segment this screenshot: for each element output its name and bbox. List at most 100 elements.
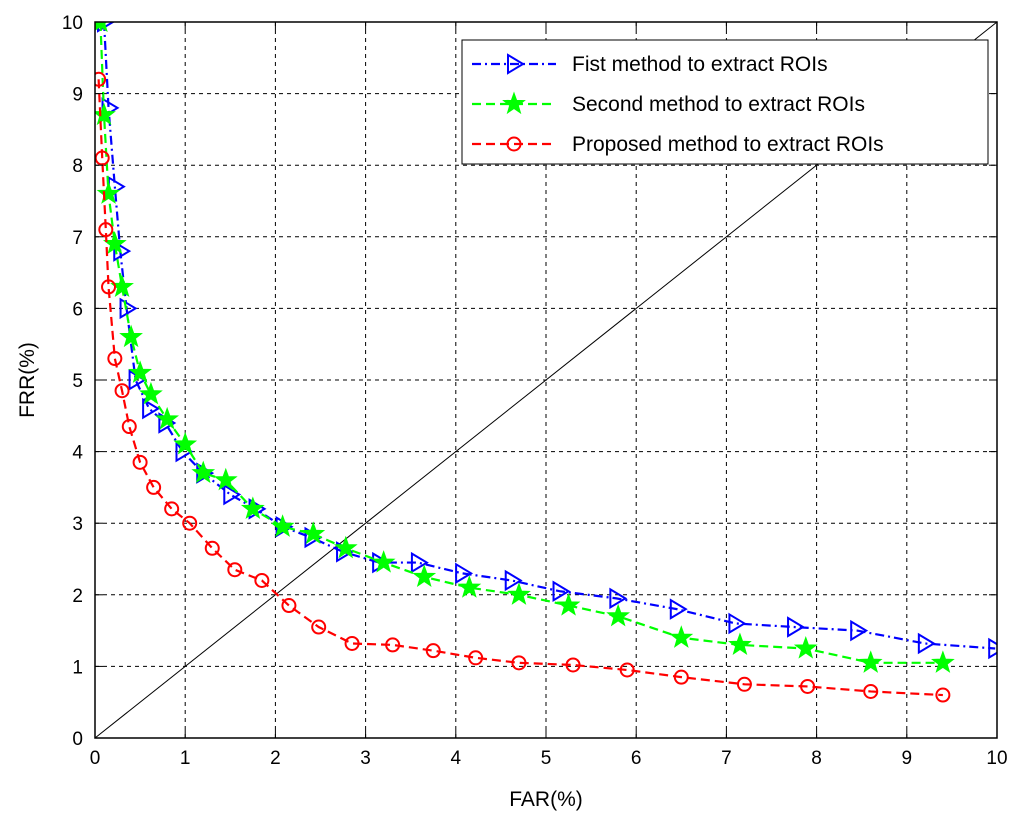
- y-tick-label: 5: [72, 371, 83, 392]
- x-tick-label: 6: [631, 748, 642, 769]
- data-point: [863, 683, 879, 699]
- data-point: [113, 240, 132, 262]
- series-2: [95, 22, 955, 673]
- legend-label: Fist method to extract ROIs: [572, 53, 828, 76]
- data-point: [728, 632, 752, 656]
- y-tick-label: 0: [72, 729, 83, 750]
- legend-entries: Fist method to extract ROIs Second method…: [472, 53, 884, 156]
- data-point: [333, 535, 358, 559]
- data-point: [107, 351, 123, 367]
- data-point: [281, 598, 297, 614]
- data-point: [101, 279, 117, 295]
- legend-marker: [502, 91, 526, 115]
- data-point: [213, 467, 238, 491]
- x-tick-label: 10: [986, 748, 1007, 769]
- legend-label: Proposed method to extract ROIs: [572, 133, 884, 156]
- data-point: [371, 550, 396, 573]
- data-point: [119, 297, 138, 320]
- data-point: [425, 643, 441, 659]
- data-point: [227, 562, 243, 578]
- data-point: [556, 593, 581, 616]
- data-point: [132, 454, 148, 470]
- data-point: [736, 676, 752, 692]
- data-point: [552, 580, 571, 602]
- data-point: [455, 562, 474, 585]
- data-point: [344, 635, 360, 651]
- y-tick-label: 7: [72, 228, 83, 249]
- data-point: [270, 514, 295, 537]
- legend-entry: Fist method to extract ROIs: [472, 53, 828, 76]
- series-line: [99, 22, 943, 664]
- data-point: [935, 687, 951, 703]
- data-point: [931, 650, 955, 673]
- data-point: [793, 636, 818, 659]
- legend-entry: Proposed method to extract ROIs: [472, 133, 884, 156]
- x-tick-label: 0: [90, 748, 101, 769]
- y-tick-label: 1: [72, 657, 83, 678]
- y-axis-label: FRR(%): [16, 342, 39, 418]
- x-axis-label: FAR(%): [509, 788, 583, 811]
- series-3: [95, 71, 951, 703]
- data-point: [507, 582, 531, 605]
- data-point: [114, 383, 130, 399]
- data-point: [142, 397, 161, 420]
- legend-marker: [506, 136, 522, 152]
- series-group: [95, 22, 997, 703]
- data-point: [240, 496, 265, 519]
- x-tick-label: 7: [721, 748, 732, 769]
- data-point: [164, 501, 180, 517]
- y-tick-label: 10: [62, 13, 83, 34]
- y-tick-label: 9: [72, 85, 83, 106]
- data-point: [457, 575, 482, 598]
- x-tick-label: 4: [451, 748, 462, 769]
- data-point: [223, 483, 242, 506]
- data-point: [800, 678, 816, 694]
- data-point: [669, 598, 688, 620]
- data-point: [98, 222, 114, 238]
- data-point: [787, 616, 805, 638]
- x-tick-label: 5: [541, 748, 552, 769]
- data-point: [301, 521, 326, 545]
- x-tick-label: 9: [902, 748, 913, 769]
- data-point: [204, 540, 220, 556]
- y-tick-label: 6: [72, 299, 83, 320]
- data-point: [95, 102, 116, 126]
- series-line: [97, 79, 943, 697]
- data-point: [121, 419, 137, 435]
- ticks: 0 1 2 3 4 5 6 7 8 9 10 0 1 2 3 4 5 6 7 8 9 10: [62, 13, 1008, 769]
- data-point: [128, 360, 152, 383]
- data-point: [139, 381, 163, 405]
- x-tick-label: 1: [180, 748, 191, 769]
- x-tick-label: 8: [811, 748, 822, 769]
- data-point: [311, 619, 327, 635]
- data-point: [173, 431, 198, 455]
- x-tick-label: 2: [270, 748, 281, 769]
- data-point: [565, 657, 581, 673]
- y-tick-label: 3: [72, 514, 83, 535]
- data-point: [119, 324, 143, 348]
- data-point: [917, 632, 936, 655]
- data-point: [96, 181, 121, 204]
- data-point: [182, 515, 198, 531]
- x-tick-label: 3: [360, 748, 371, 769]
- legend-entry: Second method to extract ROIs: [472, 91, 865, 116]
- data-point: [609, 587, 628, 610]
- data-point: [95, 71, 107, 87]
- data-point: [191, 460, 216, 484]
- data-point: [850, 619, 869, 642]
- legend: Fist method to extract ROIs Second method…: [461, 39, 989, 165]
- data-point: [385, 637, 401, 653]
- data-point: [468, 650, 484, 666]
- legend-marker: [507, 53, 525, 75]
- data-point: [619, 662, 635, 678]
- data-point: [728, 612, 747, 635]
- data-point: [95, 22, 108, 33]
- y-tick-label: 8: [72, 156, 83, 177]
- data-point: [254, 572, 270, 588]
- data-point: [673, 669, 689, 685]
- data-point: [410, 551, 429, 574]
- legend-label: Second method to extract ROIs: [572, 93, 865, 116]
- data-point: [858, 650, 883, 673]
